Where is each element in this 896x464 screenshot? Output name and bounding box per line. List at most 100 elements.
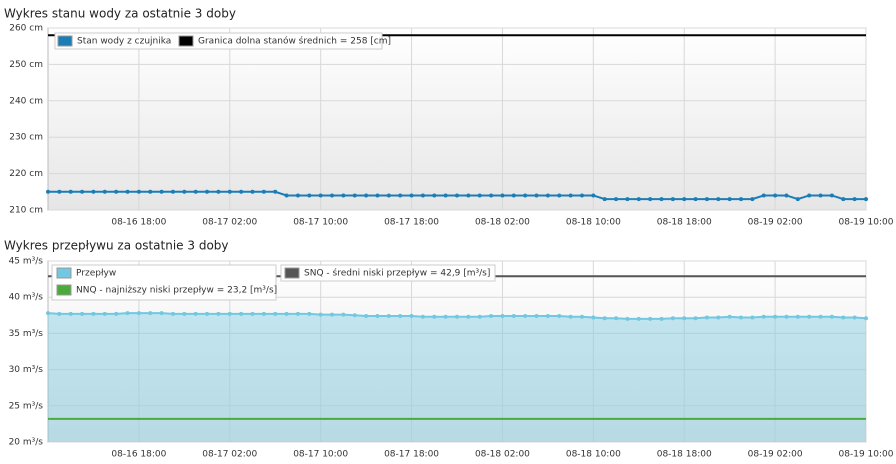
point xyxy=(91,189,96,194)
point xyxy=(273,311,278,316)
point xyxy=(443,193,448,198)
point xyxy=(614,316,619,321)
point xyxy=(829,314,834,319)
point xyxy=(795,314,800,319)
x-tick-label: 08-19 10:00 xyxy=(839,450,894,460)
point xyxy=(318,312,323,317)
point xyxy=(761,193,766,198)
point xyxy=(750,197,755,202)
point xyxy=(693,197,698,202)
y-tick-label: 210 cm xyxy=(9,206,43,216)
point xyxy=(500,193,505,198)
x-tick-label: 08-17 10:00 xyxy=(293,450,348,460)
point xyxy=(523,193,528,198)
point xyxy=(91,311,96,316)
legend-swatch xyxy=(284,267,300,279)
point xyxy=(455,314,459,319)
point xyxy=(46,189,50,194)
point xyxy=(545,314,550,319)
legend-label: Granica dolna stanów średnich = 258 [cm] xyxy=(198,36,391,47)
point xyxy=(841,197,846,202)
point xyxy=(784,314,789,319)
x-tick-label: 08-19 02:00 xyxy=(748,218,803,228)
point xyxy=(57,311,62,316)
point xyxy=(295,193,300,198)
point xyxy=(784,193,789,198)
point xyxy=(364,193,369,198)
plot-area xyxy=(47,27,867,211)
point xyxy=(284,193,289,198)
x-tick-label: 08-16 18:00 xyxy=(111,450,166,460)
point xyxy=(511,193,516,198)
point xyxy=(648,316,653,321)
point xyxy=(682,197,687,202)
y-tick-label: 30 m³/s xyxy=(9,365,44,375)
point xyxy=(273,189,278,194)
legend-swatch xyxy=(57,35,73,47)
point xyxy=(557,314,562,319)
point xyxy=(602,197,607,202)
point xyxy=(500,314,505,319)
legend-box xyxy=(280,264,496,282)
point xyxy=(591,193,596,198)
point xyxy=(477,314,482,319)
area xyxy=(48,313,866,442)
point xyxy=(330,312,335,317)
point xyxy=(170,189,175,194)
x-tick-label: 08-18 02:00 xyxy=(475,450,530,460)
point xyxy=(114,311,119,316)
point xyxy=(159,189,164,194)
point xyxy=(250,189,255,194)
point xyxy=(193,189,198,194)
point xyxy=(648,197,653,202)
point xyxy=(386,193,391,198)
legend-label: Stan wody z czujnika xyxy=(77,37,171,47)
point xyxy=(864,316,868,321)
point xyxy=(148,189,153,194)
point xyxy=(443,314,448,319)
point xyxy=(523,314,528,319)
point xyxy=(739,315,744,320)
point xyxy=(250,311,255,316)
point xyxy=(227,311,232,316)
chart-title: Wykres przepływu za ostatnie 3 doby xyxy=(4,239,229,253)
point xyxy=(102,311,107,316)
legend-swatch xyxy=(178,35,194,47)
point xyxy=(398,193,403,198)
y-tick-label: 240 cm xyxy=(9,96,43,106)
point xyxy=(466,193,471,198)
point xyxy=(125,189,130,194)
x-tick-label: 08-19 02:00 xyxy=(748,450,803,460)
point xyxy=(693,316,698,321)
point xyxy=(625,197,630,202)
point xyxy=(420,193,425,198)
point xyxy=(409,314,414,319)
point xyxy=(136,189,141,194)
legend-label: SNQ - średni niski przepływ = 42,9 [m³/s… xyxy=(304,268,490,279)
y-tick-label: 40 m³/s xyxy=(9,293,44,303)
point xyxy=(68,311,73,316)
y-tick-label: 230 cm xyxy=(9,133,43,143)
legend-box xyxy=(51,264,277,301)
legend-label: Przepływ xyxy=(76,269,116,279)
point xyxy=(591,315,596,320)
legend-box xyxy=(54,32,383,50)
point xyxy=(727,314,732,319)
point xyxy=(216,189,221,194)
point xyxy=(750,315,755,320)
legend-swatch xyxy=(56,284,72,296)
point xyxy=(205,311,210,316)
point xyxy=(148,311,153,316)
point xyxy=(716,315,721,320)
point xyxy=(489,314,494,319)
point xyxy=(636,316,641,321)
point xyxy=(704,315,709,320)
point xyxy=(295,311,300,316)
point xyxy=(375,314,380,319)
point xyxy=(182,189,187,194)
point xyxy=(239,311,244,316)
point xyxy=(511,314,516,319)
point xyxy=(409,193,414,198)
point xyxy=(420,314,425,319)
